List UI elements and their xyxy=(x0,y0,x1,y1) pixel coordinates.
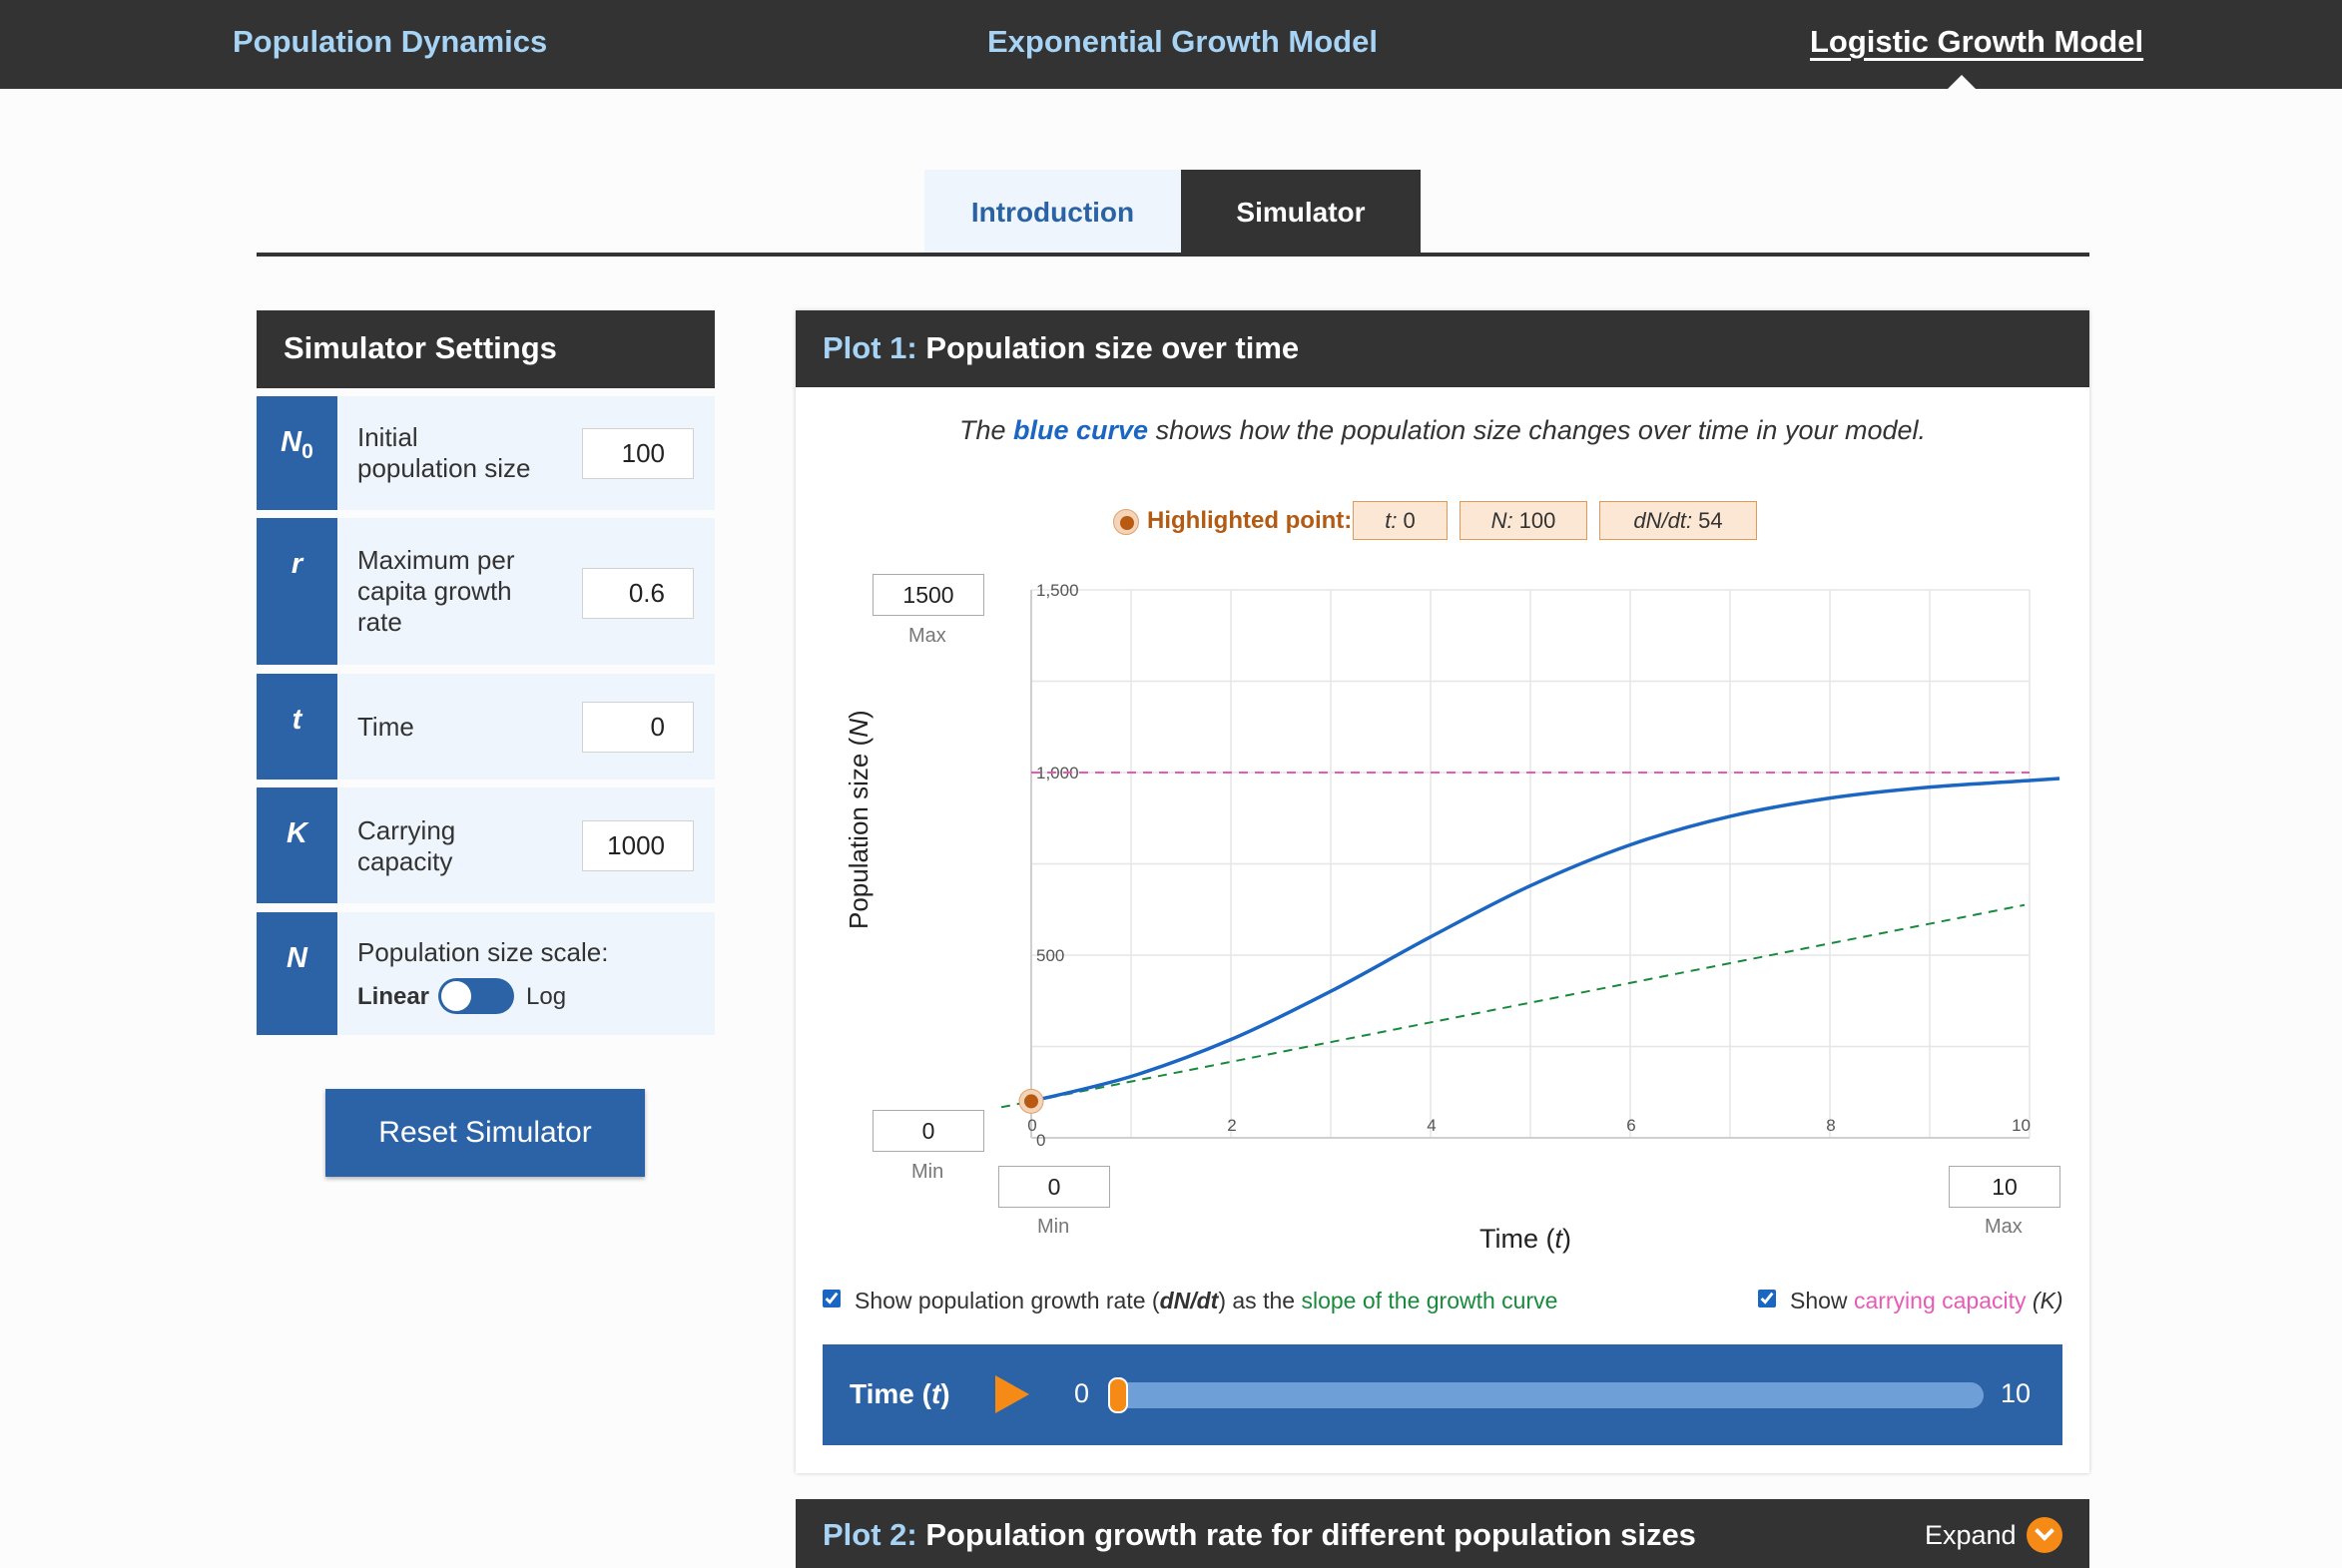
reset-simulator-button[interactable]: Reset Simulator xyxy=(325,1089,645,1177)
time-slider-thumb[interactable] xyxy=(1108,1377,1128,1413)
param-row-carrying-capacity: K Carrying capacity xyxy=(257,787,715,903)
param-row-initial-population: N0 Initial population size xyxy=(257,396,715,510)
chart-ticks: 0 2 4 6 8 10 0 500 1,000 1,500 xyxy=(1027,581,2031,1150)
y-min-input[interactable] xyxy=(873,1110,984,1152)
tab-simulator[interactable]: Simulator xyxy=(1181,170,1421,256)
show-carrying-capacity-checkbox[interactable] xyxy=(1758,1290,1776,1307)
y-tick-label: 1,500 xyxy=(1036,581,1079,600)
chart-lines xyxy=(1000,772,2060,1114)
plot1-header: Plot 1: Population size over time xyxy=(796,310,2089,387)
time-slider-max: 10 xyxy=(2001,1378,2032,1408)
x-tick-label: 10 xyxy=(2012,1116,2031,1135)
param-symbol-k: K xyxy=(257,787,337,903)
expand-label[interactable]: Expand xyxy=(1925,1520,2017,1550)
param-symbol-scale-n: N xyxy=(257,912,337,1035)
highlight-point-icon xyxy=(1113,509,1139,535)
param-symbol-n0: N0 xyxy=(257,396,337,510)
tab-divider xyxy=(257,253,2089,257)
y-min-caption: Min xyxy=(911,1161,944,1183)
plot2-header[interactable]: Plot 2: Population growth rate for diffe… xyxy=(796,1499,2089,1568)
x-tick-label: 0 xyxy=(1027,1116,1036,1135)
param-symbol-t: t xyxy=(257,674,337,780)
x-max-input[interactable] xyxy=(1949,1166,2060,1208)
param-label-time: Time xyxy=(357,712,414,742)
show-slope-label: Show population growth rate (dN/dt) as t… xyxy=(855,1288,1558,1313)
plot2-title: Population growth rate for different pop… xyxy=(925,1517,1696,1552)
scale-label: Population size scale: xyxy=(357,937,609,967)
plot1-description: The blue curve shows how the population … xyxy=(958,415,1927,445)
active-nav-caret xyxy=(1947,75,1977,90)
nav-exponential-growth[interactable]: Exponential Growth Model xyxy=(987,24,1378,59)
x-max-caption: Max xyxy=(1985,1216,2023,1238)
chart-grid xyxy=(1030,589,2031,1139)
time-slider-min: 0 xyxy=(1074,1378,1090,1408)
plot1-number: Plot 1: xyxy=(823,330,917,365)
time-slider-label: Time (t) xyxy=(850,1378,950,1409)
x-tick-label: 8 xyxy=(1826,1116,1835,1135)
nav-population-dynamics[interactable]: Population Dynamics xyxy=(233,24,548,59)
param-label-initial-population: Initial population size xyxy=(357,422,531,483)
time-slider-track[interactable] xyxy=(1108,1377,1984,1413)
y-max-caption: Max xyxy=(908,625,946,647)
show-slope-checkbox[interactable] xyxy=(823,1290,841,1307)
param-row-scale: N Population size scale: Linear Log xyxy=(257,912,715,1035)
y-tick-label: 0 xyxy=(1036,1131,1045,1150)
highlight-dndt-badge: dN/dt: 54 xyxy=(1599,501,1757,540)
scale-toggle[interactable] xyxy=(438,978,514,1014)
highlight-label: Highlighted point: xyxy=(1147,507,1353,534)
x-tick-label: 6 xyxy=(1626,1116,1635,1135)
slope-tangent-line xyxy=(1000,903,2026,1109)
chevron-down-icon[interactable] xyxy=(2027,1517,2062,1553)
highlight-t-badge: t: 0 xyxy=(1353,501,1448,540)
top-navigation: Population Dynamics Exponential Growth M… xyxy=(0,0,2342,89)
y-max-input[interactable] xyxy=(873,574,984,616)
toggle-knob xyxy=(441,981,471,1011)
play-icon[interactable] xyxy=(995,1375,1029,1413)
settings-title: Simulator Settings xyxy=(257,310,715,388)
x-tick-label: 2 xyxy=(1227,1116,1236,1135)
y-tick-label: 500 xyxy=(1036,946,1064,965)
param-label-carrying-capacity: Carrying capacity xyxy=(357,815,456,876)
tab-introduction[interactable]: Introduction xyxy=(924,170,1181,256)
x-min-caption: Min xyxy=(1037,1216,1070,1238)
param-row-time: t Time xyxy=(257,674,715,780)
growth-rate-input[interactable] xyxy=(582,568,694,619)
time-input[interactable] xyxy=(582,702,694,753)
plot2-number: Plot 2: xyxy=(823,1517,917,1552)
highlight-n-badge: N: 100 xyxy=(1460,501,1587,540)
highlighted-point xyxy=(1024,1094,1038,1109)
param-symbol-r: r xyxy=(257,518,337,665)
x-min-input[interactable] xyxy=(998,1166,1110,1208)
population-growth-curve xyxy=(1030,777,2060,1104)
population-chart: 0 2 4 6 8 10 0 500 1,000 1,500 xyxy=(1000,581,2060,1150)
time-slider-bar: Time (t) 0 10 xyxy=(823,1344,2062,1445)
x-tick-label: 4 xyxy=(1427,1116,1436,1135)
show-carrying-capacity-label: Show carrying capacity (K) xyxy=(1790,1288,2063,1313)
param-label-growth-rate: Maximum per capita growth rate xyxy=(357,545,515,637)
carrying-capacity-input[interactable] xyxy=(582,820,694,871)
plot1-title: Population size over time xyxy=(925,330,1300,365)
param-row-growth-rate: r Maximum per capita growth rate xyxy=(257,518,715,665)
scale-log-label: Log xyxy=(526,983,567,1010)
nav-logistic-growth[interactable]: Logistic Growth Model xyxy=(1810,24,2144,59)
y-tick-label: 1,000 xyxy=(1036,764,1079,783)
x-axis-label: Time (t) xyxy=(1479,1224,1572,1254)
plot1-card: Plot 1: Population size over time The bl… xyxy=(796,310,2089,1473)
initial-population-input[interactable] xyxy=(582,428,694,479)
scale-linear-label: Linear xyxy=(357,983,430,1010)
